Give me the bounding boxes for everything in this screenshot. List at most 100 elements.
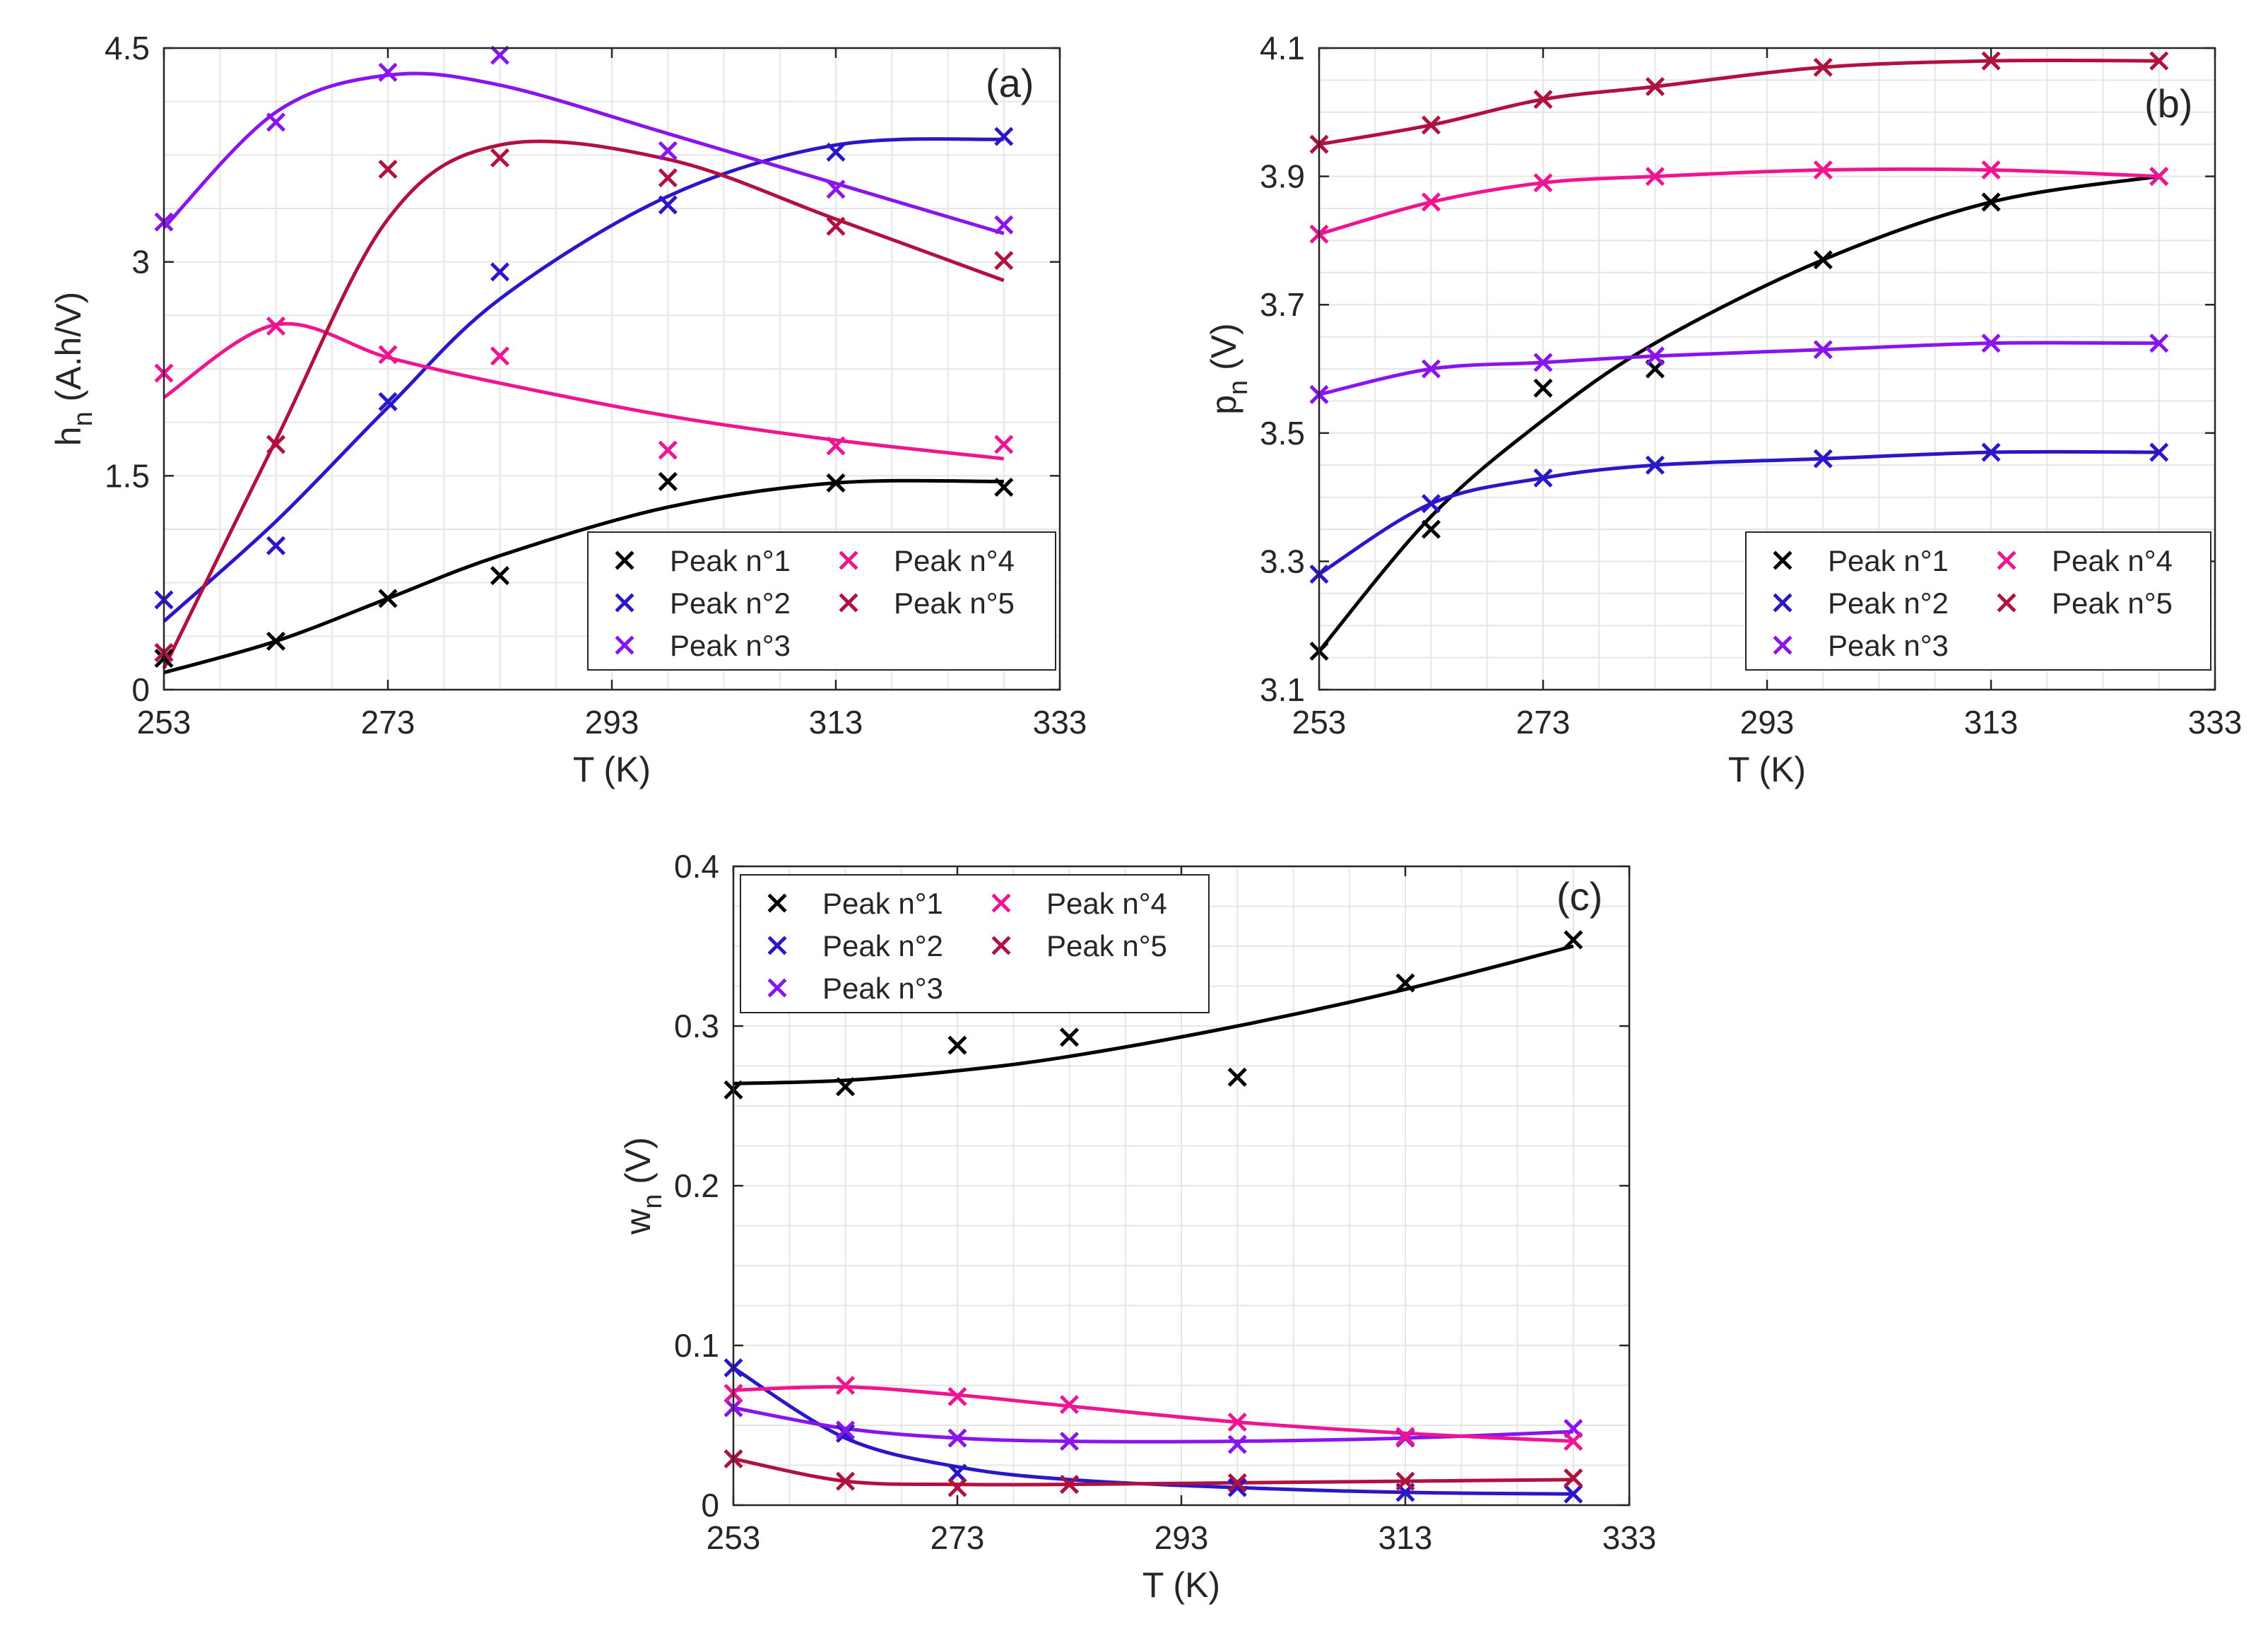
data-point-peak-1 xyxy=(826,473,846,493)
data-point-peak-4 xyxy=(1981,160,2001,180)
legend-label-peak-1: Peak n°1 xyxy=(1828,544,1949,577)
x-tick-label: 293 xyxy=(1740,704,1795,741)
data-point-peak-5 xyxy=(266,435,286,454)
data-point-peak-2 xyxy=(1564,1484,1583,1504)
y-tick-label: 3.9 xyxy=(1260,158,1305,195)
data-point-peak-3 xyxy=(1645,346,1665,366)
data-point-peak-3 xyxy=(994,215,1014,235)
y-tick-label: 0.3 xyxy=(674,1008,719,1044)
data-point-peak-4 xyxy=(1533,173,1553,193)
fit-curve-peak-3 xyxy=(163,71,1005,235)
data-point-peak-2 xyxy=(378,391,398,411)
y-axis-label: pn (V) xyxy=(1204,323,1253,415)
fit-curve-peak-4 xyxy=(1318,167,2159,236)
legend-marker-peak-3 xyxy=(615,635,634,655)
chart-panel-1: 253 273 293 313 333 0 1.5 3 4.5 T (K) hn (A.h/V) (a… xyxy=(49,30,1087,789)
x-axis-label: T (K) xyxy=(1142,1565,1220,1605)
data-point-peak-1 xyxy=(1533,378,1553,398)
legend-marker-peak-2 xyxy=(767,936,787,955)
x-axis-label: T (K) xyxy=(1728,750,1806,789)
x-tick-label: 293 xyxy=(1154,1519,1209,1556)
x-tick-label: 253 xyxy=(1292,704,1347,741)
data-point-peak-4 xyxy=(947,1386,967,1406)
data-point-peak-1 xyxy=(1564,930,1583,950)
legend-marker-peak-5 xyxy=(839,593,858,613)
y-axis-label-subscript: n xyxy=(1224,380,1253,395)
data-point-peak-1 xyxy=(1421,519,1441,539)
data-point-peak-2 xyxy=(835,1423,856,1443)
legend-label-peak-1: Peak n°1 xyxy=(822,887,943,920)
data-point-peak-5 xyxy=(1533,90,1553,110)
x-tick-label: 313 xyxy=(809,704,863,741)
y-tick-label: 3.5 xyxy=(1260,415,1305,452)
data-point-peak-5 xyxy=(490,148,510,167)
data-point-peak-3 xyxy=(1059,1432,1080,1451)
data-point-peak-1 xyxy=(994,477,1014,497)
data-point-peak-5 xyxy=(1981,51,2001,71)
legend-marker-peak-3 xyxy=(767,978,787,998)
legend-marker-peak-3 xyxy=(1773,635,1792,655)
y-axis-label-main: h xyxy=(49,426,88,446)
data-point-peak-1 xyxy=(1813,250,1833,270)
data-point-peak-1 xyxy=(835,1077,856,1097)
legend-marker-peak-5 xyxy=(1997,593,2016,613)
data-point-peak-5 xyxy=(1395,1471,1415,1491)
legend-label-peak-4: Peak n°4 xyxy=(2052,544,2173,577)
data-point-peak-4 xyxy=(1813,160,1833,180)
y-axis-label-main: p xyxy=(1204,395,1244,415)
data-point-peak-3 xyxy=(1421,359,1441,379)
panel-label: (a) xyxy=(986,61,1034,105)
data-point-peak-4 xyxy=(1564,1432,1583,1451)
legend-label-peak-1: Peak n°1 xyxy=(670,544,791,577)
data-point-peak-3 xyxy=(266,112,286,132)
data-point-peak-5 xyxy=(947,1478,967,1497)
data-point-peak-3 xyxy=(1227,1434,1247,1454)
data-point-peak-3 xyxy=(947,1428,967,1448)
data-point-peak-5 xyxy=(378,159,398,179)
y-axis-label: hn (A.h/V) xyxy=(49,292,98,446)
y-axis-label-subscript: n xyxy=(69,411,98,426)
data-point-peak-3 xyxy=(1564,1418,1583,1439)
y-axis-label-unit: (V) xyxy=(618,1137,658,1194)
x-tick-label: 313 xyxy=(1378,1519,1433,1556)
data-point-peak-3 xyxy=(2149,334,2169,353)
panel-label: (c) xyxy=(1557,874,1602,919)
data-point-peak-3 xyxy=(1981,334,2001,353)
y-tick-label: 0.2 xyxy=(674,1167,719,1204)
data-point-peak-1 xyxy=(1227,1067,1247,1087)
data-point-peak-5 xyxy=(1813,57,1833,77)
data-point-peak-4 xyxy=(378,345,398,365)
legend-label-peak-3: Peak n°3 xyxy=(822,972,943,1005)
legend-label-peak-3: Peak n°3 xyxy=(1828,629,1949,662)
data-point-peak-3 xyxy=(490,45,510,65)
legend-label-peak-3: Peak n°3 xyxy=(670,629,791,662)
data-point-peak-1 xyxy=(1395,973,1415,993)
y-tick-label: 3 xyxy=(131,244,150,281)
x-tick-label: 293 xyxy=(585,704,639,741)
data-point-peak-2 xyxy=(1421,494,1441,514)
legend-marker-peak-1 xyxy=(1773,550,1792,570)
chart-panel-2: 253 273 293 313 333 3.1 3.3 3.5 3.7 3.9 4.1 T (K) pn… xyxy=(1204,30,2242,789)
y-tick-label: 0.1 xyxy=(674,1327,719,1364)
data-point-peak-4 xyxy=(266,316,286,336)
y-axis-label-main: w xyxy=(618,1208,658,1235)
fit-curve-peak-3 xyxy=(1318,341,2159,396)
legend-marker-peak-2 xyxy=(1773,593,1792,613)
legend-label-peak-5: Peak n°5 xyxy=(2052,587,2173,620)
data-point-peak-2 xyxy=(826,142,846,162)
data-point-peak-5 xyxy=(1645,76,1665,97)
data-point-peak-1 xyxy=(947,1035,967,1055)
data-point-peak-4 xyxy=(1059,1395,1080,1415)
data-point-peak-4 xyxy=(1421,192,1441,212)
y-tick-label: 3.1 xyxy=(1260,671,1305,708)
y-axis-label: wn (V) xyxy=(618,1137,668,1235)
legend-label-peak-5: Peak n°5 xyxy=(894,587,1015,620)
y-tick-label: 0 xyxy=(131,671,150,708)
x-tick-label: 313 xyxy=(1964,704,2019,741)
legend-marker-peak-5 xyxy=(991,936,1011,955)
data-point-peak-2 xyxy=(947,1463,967,1483)
y-axis-label-subscript: n xyxy=(638,1194,668,1209)
y-axis-label-unit: (A.h/V) xyxy=(49,292,88,411)
